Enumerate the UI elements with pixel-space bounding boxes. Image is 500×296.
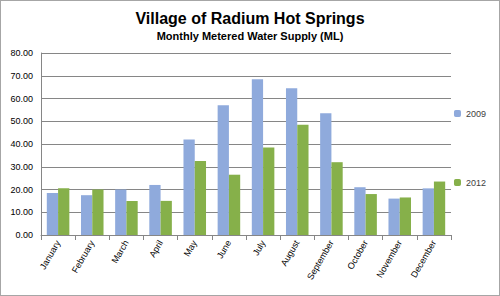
svg-text:March: March — [110, 238, 131, 265]
svg-text:Monthly Metered Water Supply (: Monthly Metered Water Supply (ML) — [157, 30, 344, 42]
svg-text:August: August — [279, 238, 302, 268]
svg-text:20.00: 20.00 — [10, 185, 33, 195]
svg-text:November: November — [375, 238, 404, 279]
svg-text:0.00: 0.00 — [15, 230, 33, 240]
svg-text:30.00: 30.00 — [10, 162, 33, 172]
svg-text:April: April — [147, 238, 165, 259]
svg-text:Village of Radium Hot Springs: Village of Radium Hot Springs — [135, 10, 364, 27]
svg-text:January: January — [38, 238, 63, 271]
svg-text:80.00: 80.00 — [10, 48, 33, 58]
svg-text:70.00: 70.00 — [10, 71, 33, 81]
svg-text:December: December — [409, 238, 438, 279]
svg-text:October: October — [345, 238, 370, 271]
svg-text:50.00: 50.00 — [10, 116, 33, 126]
svg-text:July: July — [251, 238, 268, 257]
svg-text:2009: 2009 — [466, 109, 486, 119]
svg-text:2012: 2012 — [466, 178, 486, 188]
svg-text:60.00: 60.00 — [10, 94, 33, 104]
svg-text:September: September — [305, 238, 336, 281]
svg-text:10.00: 10.00 — [10, 207, 33, 217]
svg-text:May: May — [182, 238, 199, 258]
svg-text:June: June — [215, 238, 233, 260]
svg-text:40.00: 40.00 — [10, 139, 33, 149]
svg-text:February: February — [70, 238, 97, 275]
